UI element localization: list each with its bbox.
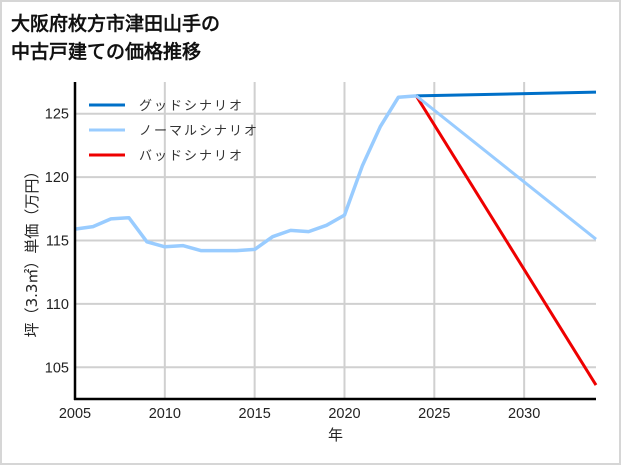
series-line	[416, 90, 597, 98]
x-tick-label: 2015	[239, 406, 271, 422]
axes	[73, 82, 596, 401]
x-tick-label: 2005	[59, 406, 91, 422]
x-tick-label: 2020	[328, 406, 360, 422]
y-tick-label: 115	[46, 234, 69, 250]
x-tick-label: 2025	[418, 406, 450, 422]
gridlines	[75, 82, 596, 399]
y-tick-label: 125	[45, 107, 69, 123]
x-tick-label: 2010	[149, 406, 181, 422]
chart-title: 大阪府枚方市津田山手の 中古戸建ての価格推移	[11, 13, 221, 63]
legend-label: グッドシナリオ	[139, 99, 244, 114]
data-lines	[74, 90, 598, 386]
y-tick-label: 120	[45, 170, 69, 186]
y-tick-label: 105	[45, 360, 69, 376]
legend-label: バッドシナリオ	[139, 149, 244, 164]
y-tick-label: 110	[46, 297, 69, 313]
legend-label: ノーマルシナリオ	[139, 124, 259, 139]
series-line	[415, 94, 597, 241]
x-axis-label: 年	[328, 426, 343, 444]
series-line	[415, 95, 598, 386]
tick-labels: 2005 2010 2015 2020 2025 2030 105 110 115 120 125	[45, 107, 540, 422]
history-line	[74, 94, 417, 253]
y-axis-label: 坪（3.3㎡）単価（万円）	[23, 164, 41, 338]
x-tick-label: 2030	[508, 406, 540, 422]
